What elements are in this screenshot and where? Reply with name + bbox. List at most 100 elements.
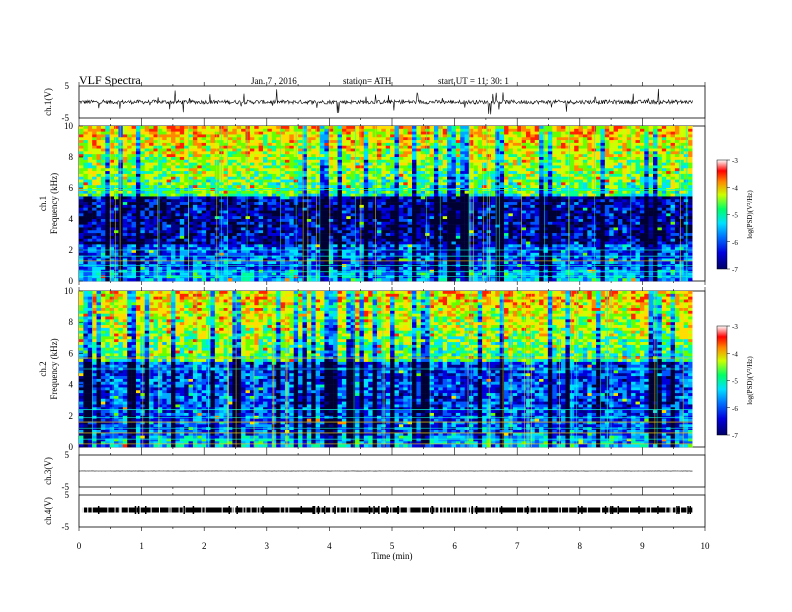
spectrogram-cell (306, 202, 312, 206)
spectrogram-cell (547, 193, 553, 197)
waveform-spike (317, 506, 320, 514)
spectrogram-cell (569, 162, 575, 166)
spectrogram-cell (306, 204, 312, 209)
spectrogram-cell (368, 157, 373, 161)
spectrogram-cell (363, 185, 369, 189)
spectrogram-cell (355, 193, 360, 197)
spectrogram-cell (556, 134, 562, 138)
spectrogram-cell (359, 179, 365, 183)
spectrogram-cell (490, 154, 496, 158)
spectrogram-cell (87, 126, 93, 130)
spectrogram-cell (587, 151, 592, 155)
spectrogram-cell (337, 157, 343, 161)
waveform-gap (608, 507, 610, 513)
spectrogram-cell (473, 128, 479, 132)
spectrogram-cell (495, 168, 500, 172)
spectrogram-cell (333, 134, 338, 138)
spectrogram-cell (280, 151, 286, 155)
spectrogram-cell (284, 145, 290, 149)
spectrogram-cell (175, 202, 181, 206)
spectrogram-cell (574, 185, 579, 189)
spectrogram-cell (149, 202, 154, 206)
spectrogram-cell (166, 173, 172, 178)
spectrogram-cell (394, 179, 400, 183)
spectrogram-cell (206, 185, 211, 189)
spectrogram-cell (333, 142, 338, 147)
spectrogram-cell (341, 159, 347, 163)
spectrogram-cell (429, 140, 435, 144)
spectrogram-cell (385, 171, 391, 175)
spectrogram-cell (679, 179, 685, 183)
spectrogram-cell (429, 142, 435, 147)
spectrogram-cell (201, 165, 207, 169)
spectrogram-cell (490, 199, 496, 203)
spectrogram-cell (100, 151, 106, 155)
spectrogram-cell (245, 216, 251, 220)
spectrogram-cell (442, 137, 448, 141)
waveform-spike (577, 506, 580, 514)
spectrogram-cell (306, 185, 312, 189)
spectrogram-cell (517, 134, 522, 138)
spectrogram-cell (280, 213, 286, 217)
spectrogram-cell (477, 182, 483, 186)
spectrogram-cell (530, 207, 536, 211)
spectrogram-cell (263, 162, 268, 166)
spectrogram-cell (100, 193, 106, 197)
spectrogram-cell (324, 151, 330, 155)
spectrogram-cell (157, 204, 163, 209)
spectrogram-cell (175, 162, 181, 166)
spectrogram-cell (350, 151, 356, 155)
spectrogram-cell (447, 126, 452, 130)
spectrogram-cell (114, 171, 119, 175)
spectrogram-cell (192, 148, 198, 152)
spectrogram-cell (587, 159, 592, 163)
spectrogram-cell (591, 134, 597, 138)
spectrogram-cell (359, 213, 365, 217)
spectrogram-cell (644, 159, 649, 163)
spectrogram-cell (499, 151, 505, 155)
spectrogram-cell (582, 134, 588, 138)
spectrogram-cell (412, 176, 417, 180)
spectrogram-cell (350, 179, 356, 183)
spectrogram-cell (561, 216, 566, 220)
spectrogram-cell (635, 157, 641, 161)
spectrogram-cell (105, 162, 110, 166)
spectrogram-cell (626, 173, 632, 178)
waveform-gap (671, 507, 673, 513)
spectrogram-cell (100, 176, 106, 180)
spectrogram-cell (517, 193, 522, 197)
spectrogram-cell (271, 168, 277, 172)
spectrogram-cell (131, 134, 137, 138)
spectrogram-cell (464, 190, 470, 194)
spectrogram-cell (83, 162, 89, 166)
spectrogram-cell (521, 210, 527, 214)
spectrogram-cell (604, 145, 610, 149)
spectrogram-cell (552, 176, 557, 180)
spectrogram-cell (162, 179, 167, 183)
spectrogram-cell (679, 204, 685, 209)
spectrogram-cell (241, 128, 246, 132)
spectrogram-cell (482, 162, 487, 166)
spectrogram-cell (666, 168, 671, 172)
spectrogram-cell (284, 128, 290, 132)
spectrogram-cell (447, 213, 452, 217)
spectrogram-cell (337, 151, 343, 155)
spectrogram-cell (429, 179, 435, 183)
spectrogram-cell (311, 171, 316, 175)
waveform-gap (540, 507, 542, 513)
spectrogram-cell (591, 145, 597, 149)
spectrogram-cell (543, 193, 549, 197)
spectrogram-cell (547, 190, 553, 194)
spectrogram-cell (122, 207, 128, 211)
spectrogram-cell (131, 159, 137, 163)
spectrogram-cell (416, 196, 422, 200)
spectrogram-cell (157, 154, 163, 158)
spectrogram-cell (679, 185, 685, 189)
waveform-gap (242, 507, 244, 513)
spectrogram-cell (245, 210, 251, 214)
spectrogram-cell (412, 207, 417, 211)
spectrogram-cell (657, 207, 663, 211)
spectrogram-cell (490, 168, 496, 172)
spectrogram-cell (127, 137, 132, 141)
spectrogram-cell (236, 159, 242, 163)
